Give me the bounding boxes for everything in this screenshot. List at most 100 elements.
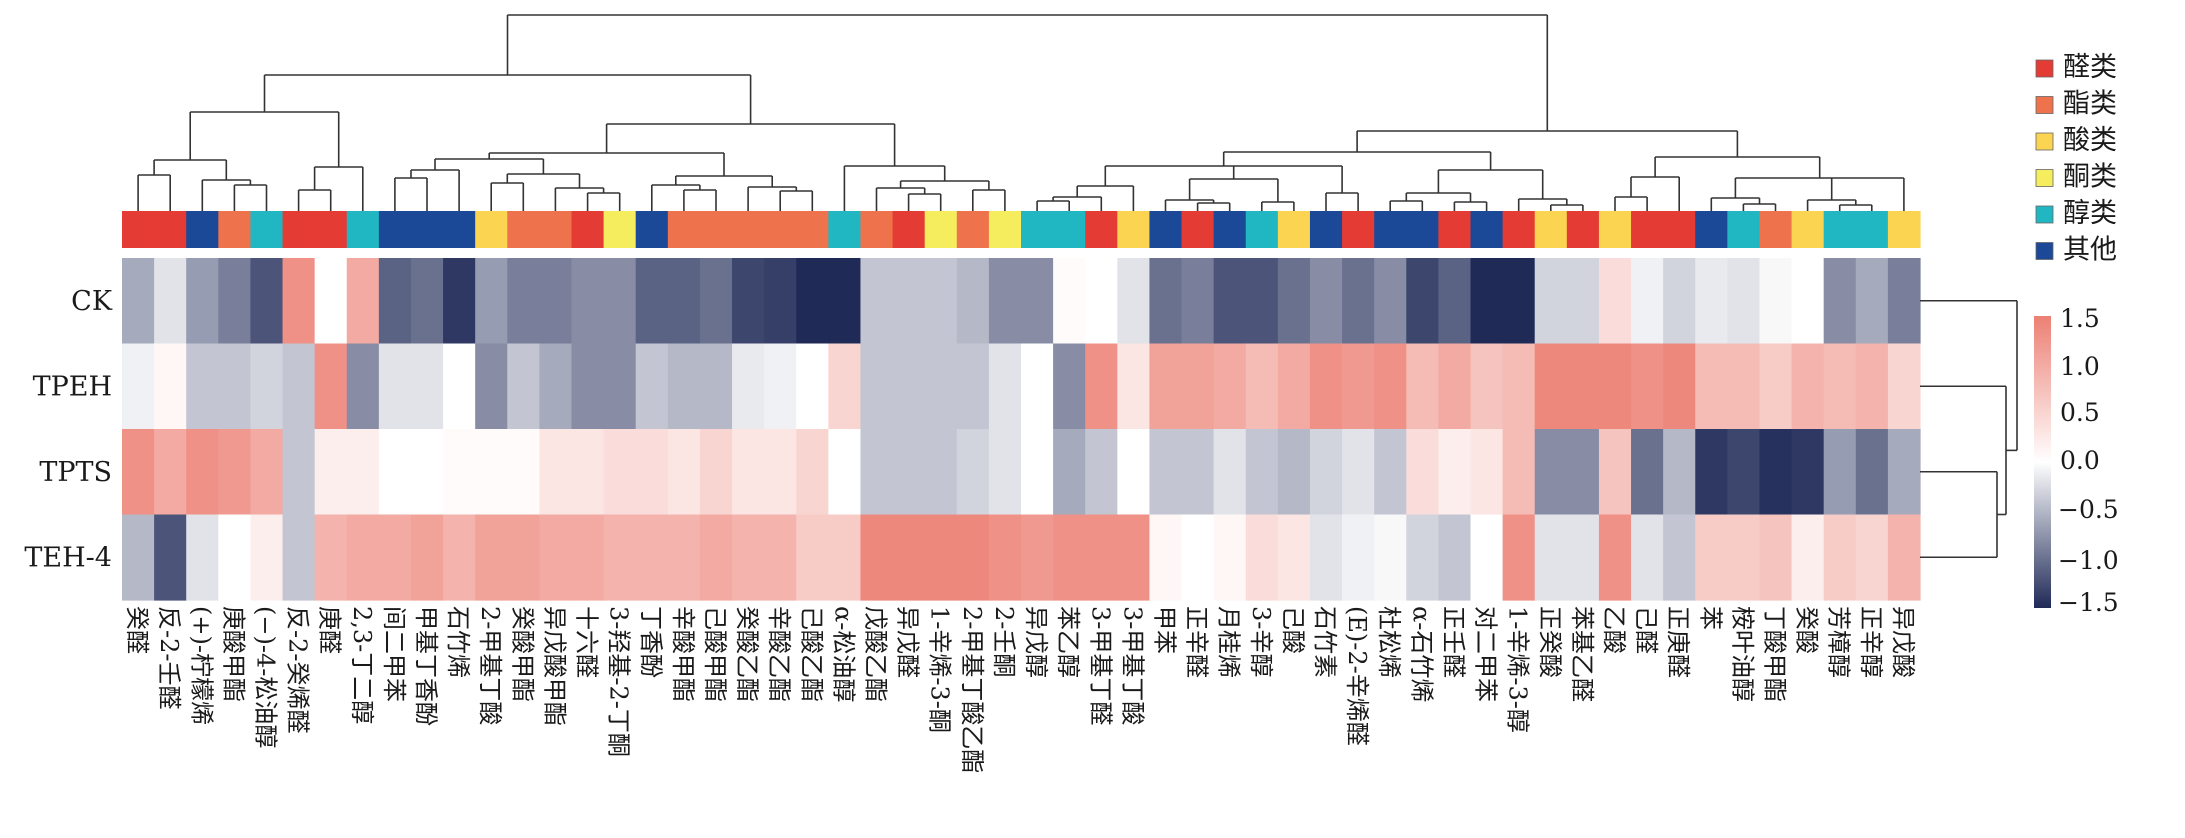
- heatmap-cell: [1695, 429, 1728, 516]
- category-cell: [988, 211, 1022, 248]
- heatmap-cell: [860, 258, 894, 345]
- column-label: 十六醛: [573, 606, 601, 678]
- heatmap-cell: [1791, 514, 1825, 601]
- heatmap-cell: [1823, 429, 1857, 516]
- legend-swatch: [2035, 132, 2054, 151]
- category-cell: [796, 211, 829, 248]
- category-cell: [603, 211, 637, 248]
- heatmap-cell: [154, 343, 187, 430]
- heatmap-cell: [828, 514, 862, 601]
- heatmap-cell: [1502, 514, 1536, 601]
- category-cell: [924, 211, 958, 248]
- column-label: 苯: [1696, 606, 1724, 630]
- column-label: 3-辛醇: [1247, 606, 1275, 677]
- heatmap-cell: [1823, 514, 1857, 601]
- row-dendrogram: [1920, 299, 2018, 559]
- heatmap-cell: [378, 514, 412, 601]
- heatmap-cell: [667, 343, 701, 430]
- heatmap-cell: [571, 343, 605, 430]
- heatmap-cell: [1727, 429, 1761, 516]
- heatmap-cell: [122, 429, 155, 516]
- column-label: 月桂烯: [1215, 606, 1243, 678]
- category-cell: [250, 211, 284, 248]
- heatmap-cell: [314, 343, 348, 430]
- heatmap-cell: [1887, 429, 1921, 516]
- heatmap-cell: [1406, 514, 1439, 601]
- column-label: (+)-柠檬烯: [187, 606, 215, 725]
- heatmap-cell: [1823, 343, 1857, 430]
- heatmap-cell: [154, 258, 187, 345]
- heatmap-cell: [475, 343, 508, 430]
- heatmap-cell: [1791, 258, 1825, 345]
- column-label: 2-甲基丁酸: [476, 606, 504, 725]
- category-cell: [1534, 211, 1568, 248]
- heatmap-cell: [218, 258, 252, 345]
- heatmap-cell: [924, 429, 958, 516]
- column-label: 石竹烯: [444, 606, 472, 678]
- heatmap-cell: [282, 429, 316, 516]
- heatmap-cell: [667, 429, 701, 516]
- heatmap-cell: [186, 343, 219, 430]
- heatmap-cell: [410, 258, 444, 345]
- heatmap-cell: [1117, 514, 1151, 601]
- heatmap-cell: [122, 514, 155, 601]
- heatmap-cell: [1631, 514, 1664, 601]
- heatmap-cell: [1855, 343, 1889, 430]
- category-cell: [410, 211, 444, 248]
- heatmap-cell: [988, 258, 1022, 345]
- heatmap-cell: [1631, 258, 1664, 345]
- heatmap-cell: [1117, 258, 1151, 345]
- column-label: 反-2-壬醛: [155, 606, 183, 710]
- heatmap-cell: [1053, 514, 1086, 601]
- legend-label: 酮类: [2063, 162, 2117, 193]
- column-label: 己酸: [1279, 606, 1307, 654]
- heatmap-cell: [410, 514, 444, 601]
- heatmap-cell: [1470, 514, 1504, 601]
- category-cell: [1374, 211, 1407, 248]
- heatmap-cell: [603, 343, 637, 430]
- heatmap-cell: [1374, 258, 1407, 345]
- heatmap-cell: [1406, 429, 1439, 516]
- heatmap-cell: [539, 258, 573, 345]
- heatmap-cell: [732, 514, 765, 601]
- column-label: 癸醛: [123, 606, 151, 654]
- heatmap-cell: [924, 514, 958, 601]
- heatmap-cell: [1502, 429, 1536, 516]
- column-label: 2-甲基丁酸乙酯: [958, 606, 986, 773]
- column-label: 丁酸甲酯: [1761, 606, 1789, 702]
- heatmap-cell: [1855, 429, 1889, 516]
- heatmap-cell: [250, 343, 284, 430]
- colorbar-gradient: [2034, 316, 2051, 608]
- heatmap-cell: [1117, 343, 1151, 430]
- legend-swatch: [2035, 242, 2054, 260]
- column-label: 间二甲苯: [380, 606, 408, 702]
- heatmap-cell: [1085, 343, 1118, 430]
- heatmap-cell: [1277, 343, 1311, 430]
- heatmap-cell: [860, 429, 894, 516]
- category-cell: [314, 211, 348, 248]
- heatmap-cell: [1149, 258, 1183, 345]
- category-cell: [1245, 211, 1279, 248]
- column-label: 反-2-癸烯醛: [284, 606, 312, 734]
- column-label: 异戊醇: [1022, 606, 1050, 678]
- colorbar-tick-label: 1.5: [2060, 304, 2100, 333]
- column-label: 正辛醇: [1857, 606, 1885, 678]
- heatmap-cell: [410, 429, 444, 516]
- category-cell: [1213, 211, 1247, 248]
- heatmap-cell: [1534, 429, 1568, 516]
- heatmap-cell: [956, 514, 990, 601]
- heatmap-cell: [475, 514, 508, 601]
- heatmap-cell: [1534, 343, 1568, 430]
- heatmap-cell: [1053, 258, 1086, 345]
- heatmap-cell: [346, 258, 380, 345]
- category-cell: [122, 211, 155, 248]
- heatmap-cell: [764, 258, 797, 345]
- column-label: 己醛: [1632, 606, 1660, 654]
- heatmap-cell: [507, 514, 540, 601]
- heatmap-cell: [507, 429, 540, 516]
- colorbar-tick-label: −1.5: [2058, 588, 2119, 617]
- heatmap-cell: [1759, 514, 1793, 601]
- category-cell: [1085, 211, 1118, 248]
- heatmap-cell: [1342, 514, 1375, 601]
